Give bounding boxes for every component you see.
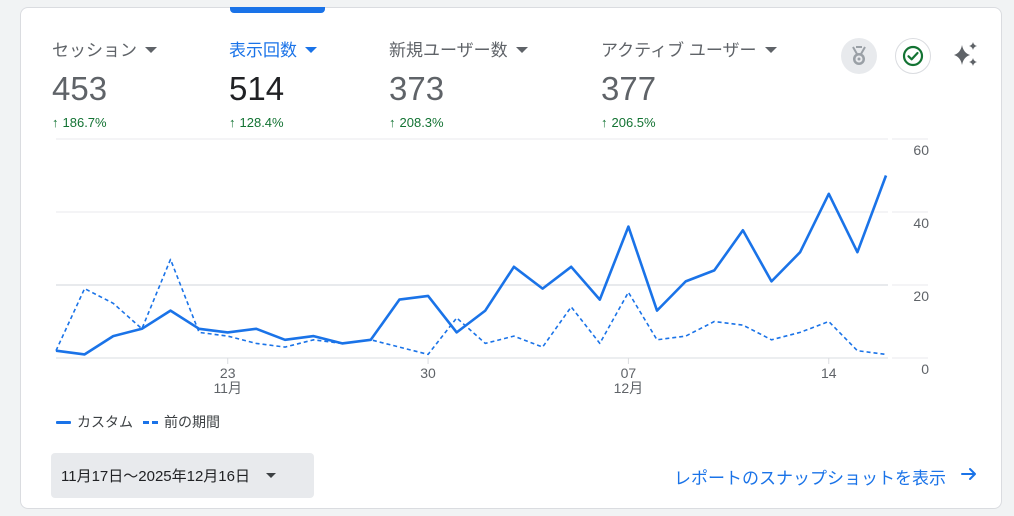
metric-views[interactable]: 表示回数 514 ↑ 128.4%	[229, 36, 317, 130]
check-circle-icon[interactable]	[895, 38, 931, 74]
snapshot-link-label: レポートのスナップショットを表示	[674, 469, 946, 488]
x-axis-month-label: 11月	[213, 380, 242, 396]
arrow-up-icon: ↑	[52, 115, 59, 130]
arrow-right-icon	[960, 465, 978, 488]
caret-down-icon[interactable]	[764, 46, 777, 53]
caret-down-icon[interactable]	[515, 46, 528, 53]
metric-label[interactable]: アクティブ ユーザー	[601, 36, 777, 61]
date-range-button[interactable]: 11月17日〜2025年12月16日	[51, 453, 314, 498]
y-axis-label: 20	[913, 288, 929, 304]
metric-label[interactable]: 表示回数	[229, 36, 317, 61]
date-range-label: 11月17日〜2025年12月16日	[61, 468, 250, 485]
legend-dashed-swatch	[143, 420, 158, 424]
x-axis-label: 07	[621, 365, 637, 381]
view-snapshot-link[interactable]: レポートのスナップショットを表示	[674, 464, 978, 489]
metric-value: 514	[229, 70, 285, 107]
medal-icon[interactable]	[841, 38, 877, 74]
x-axis-label: 30	[420, 365, 436, 381]
y-axis-label: 0	[921, 361, 929, 377]
change-percent: 208.3%	[399, 115, 444, 130]
metric-change: ↑ 186.7%	[52, 115, 157, 130]
change-percent: 186.7%	[62, 115, 107, 130]
metric-sessions[interactable]: セッション 453 ↑ 186.7%	[52, 36, 157, 130]
arrow-up-icon: ↑	[389, 115, 396, 130]
x-axis-month-label: 12月	[614, 380, 644, 396]
overview-card	[20, 7, 1002, 509]
legend-current-label: カスタム	[77, 414, 133, 430]
metric-value: 453	[52, 70, 108, 107]
y-axis-label: 40	[913, 215, 929, 231]
x-axis-label: 23	[220, 365, 236, 381]
x-axis-label: 14	[821, 365, 837, 381]
active-tab-indicator	[230, 7, 325, 13]
metric-label-text: セッション	[52, 41, 137, 60]
metric-value: 373	[389, 70, 445, 107]
legend-solid-swatch	[56, 420, 71, 424]
change-percent: 128.4%	[239, 115, 284, 130]
caret-down-icon[interactable]	[305, 46, 317, 53]
metric-active-users[interactable]: アクティブ ユーザー 377 ↑ 206.5%	[601, 36, 777, 130]
metric-label-text: アクティブ ユーザー	[601, 41, 757, 60]
metric-value: 377	[601, 70, 657, 107]
metric-change: ↑ 208.3%	[389, 115, 528, 130]
metric-change: ↑ 206.5%	[601, 115, 777, 130]
chart-legend: カスタム 前の期間	[56, 412, 220, 432]
legend-previous-label: 前の期間	[164, 414, 220, 430]
current-period-line	[55, 175, 888, 356]
metric-change: ↑ 128.4%	[229, 115, 317, 130]
metric-label-text: 表示回数	[229, 41, 297, 60]
y-axis-label: 60	[913, 142, 929, 158]
metric-new-users[interactable]: 新規ユーザー数 373 ↑ 208.3%	[389, 36, 528, 130]
previous-period-line	[55, 258, 887, 356]
metric-label[interactable]: セッション	[52, 36, 157, 61]
metric-label[interactable]: 新規ユーザー数	[389, 36, 528, 61]
arrow-up-icon: ↑	[601, 115, 608, 130]
caret-down-icon	[266, 473, 276, 478]
caret-down-icon[interactable]	[145, 46, 157, 53]
arrow-up-icon: ↑	[229, 115, 236, 130]
change-percent: 206.5%	[611, 115, 656, 130]
metric-label-text: 新規ユーザー数	[389, 41, 508, 60]
sparkle-icon[interactable]	[948, 36, 984, 72]
